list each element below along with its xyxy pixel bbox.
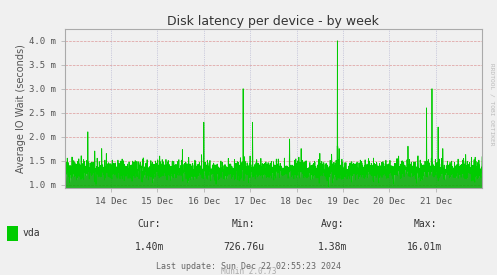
Text: RRDTOOL / TOBI OETIKER: RRDTOOL / TOBI OETIKER	[490, 63, 495, 146]
Text: Min:: Min:	[232, 219, 255, 229]
Text: vda: vda	[22, 228, 40, 238]
Y-axis label: Average IO Wait (seconds): Average IO Wait (seconds)	[16, 44, 26, 173]
Text: 1.40m: 1.40m	[134, 242, 164, 252]
Text: 16.01m: 16.01m	[408, 242, 442, 252]
Text: Max:: Max:	[413, 219, 437, 229]
Text: Last update: Sun Dec 22 02:55:23 2024: Last update: Sun Dec 22 02:55:23 2024	[156, 262, 341, 271]
Text: 1.38m: 1.38m	[318, 242, 348, 252]
Text: Cur:: Cur:	[137, 219, 161, 229]
Text: Munin 2.0.73: Munin 2.0.73	[221, 267, 276, 275]
Text: Avg:: Avg:	[321, 219, 345, 229]
Title: Disk latency per device - by week: Disk latency per device - by week	[167, 15, 379, 28]
Text: 726.76u: 726.76u	[223, 242, 264, 252]
